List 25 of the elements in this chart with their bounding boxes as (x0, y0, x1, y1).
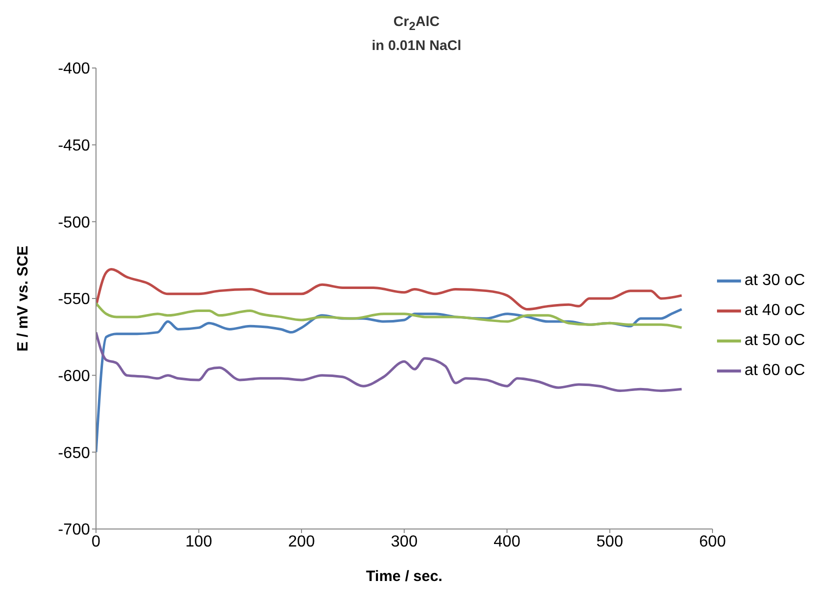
y-axis-title: E / mV vs. SCE (14, 245, 32, 352)
y-tick-label: -600 (58, 368, 90, 385)
x-tick-label: 100 (185, 533, 212, 550)
legend-label: at 50 oC (744, 332, 805, 350)
line-series (96, 302, 683, 329)
legend-label: at 30 oC (744, 272, 805, 290)
line-series (96, 268, 683, 310)
y-tick-label: -400 (58, 60, 90, 78)
x-tick-label: 0 (92, 533, 101, 550)
x-axis-title: Time / sec. (366, 568, 442, 585)
y-tick-label: -500 (58, 214, 90, 232)
x-tick-label: 500 (596, 533, 624, 550)
x-tick-label: 200 (288, 533, 315, 550)
legend-label: at 60 oC (744, 362, 805, 380)
line-series (96, 330, 683, 392)
chart-subtitle: in 0.01N NaCl (370, 36, 462, 54)
y-tick-label: -700 (58, 521, 90, 538)
x-tick-label: 300 (390, 533, 418, 550)
chart-title: Cr$_{2}$AlC (392, 12, 441, 35)
x-tick-label: 400 (494, 533, 520, 550)
x-tick-label: 600 (699, 533, 726, 550)
y-tick-label: -450 (58, 137, 90, 154)
y-tick-label: -650 (58, 444, 90, 462)
y-tick-label: -550 (58, 290, 90, 308)
legend-label: at 40 oC (744, 302, 805, 320)
